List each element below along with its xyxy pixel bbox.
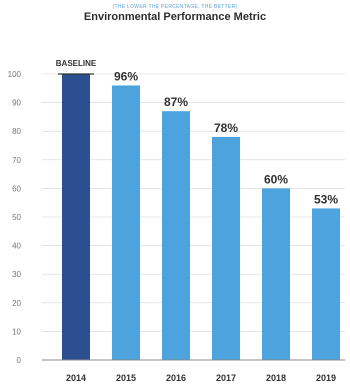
chart-subtitle: (THE LOWER THE PERCENTAGE, THE BETTER)	[112, 4, 238, 10]
y-axis-ticks: 0 10 20 30 40 50 60 70 80 90 100	[8, 70, 22, 365]
y-tick-label: 0	[17, 356, 22, 365]
x-tick-label: 2017	[216, 373, 236, 383]
bar-2017	[212, 136, 240, 360]
bar-2014	[62, 74, 90, 360]
bar-2015	[112, 85, 140, 360]
x-tick-label: 2018	[266, 373, 286, 383]
y-tick-label: 20	[12, 299, 21, 308]
y-tick-label: 100	[8, 70, 22, 79]
y-tick-label: 50	[12, 213, 21, 222]
bars	[62, 74, 340, 361]
x-tick-label: 2016	[166, 373, 186, 383]
bar-2019	[312, 208, 340, 360]
value-label-2018: 60%	[264, 172, 288, 186]
x-tick-label: 2014	[66, 373, 86, 383]
value-label-2017: 78%	[214, 121, 238, 135]
value-labels: BASELINE 96% 87% 78% 60% 53%	[56, 59, 339, 206]
x-tick-label: 2019	[316, 373, 336, 383]
y-tick-label: 30	[12, 270, 21, 279]
y-tick-label: 60	[12, 184, 21, 193]
value-label-2016: 87%	[164, 95, 188, 109]
y-tick-label: 10	[12, 327, 21, 336]
y-tick-label: 90	[12, 99, 21, 108]
x-tick-label: 2015	[116, 373, 136, 383]
y-tick-label: 80	[12, 127, 21, 136]
y-tick-label: 40	[12, 242, 21, 251]
y-tick-label: 70	[12, 156, 21, 165]
bar-2018	[262, 188, 290, 360]
value-label-2014: BASELINE	[56, 59, 97, 68]
bar-2016	[162, 111, 190, 361]
x-axis-ticks: 2014 2015 2016 2017 2018 2019	[66, 373, 336, 383]
value-label-2019: 53%	[314, 192, 338, 206]
chart-title: Environmental Performance Metric	[83, 11, 267, 23]
value-label-2015: 96%	[114, 69, 138, 83]
